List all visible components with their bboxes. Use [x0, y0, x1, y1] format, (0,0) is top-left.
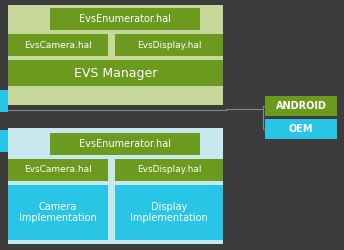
- Text: Camera
Implementation: Camera Implementation: [19, 202, 97, 223]
- Text: OEM: OEM: [289, 124, 313, 134]
- Text: EvsEnumerator.hal: EvsEnumerator.hal: [79, 14, 171, 24]
- Text: EvsDisplay.hal: EvsDisplay.hal: [137, 40, 201, 50]
- Text: ANDROID: ANDROID: [276, 101, 326, 111]
- Text: EVS Manager: EVS Manager: [74, 66, 157, 80]
- Bar: [8, 185, 108, 240]
- Bar: [0, 130, 8, 152]
- Bar: [8, 159, 108, 181]
- Bar: [115, 34, 223, 56]
- Text: EvsCamera.hal: EvsCamera.hal: [24, 40, 92, 50]
- Bar: [115, 159, 223, 181]
- Text: EvsDisplay.hal: EvsDisplay.hal: [137, 166, 201, 174]
- Bar: [50, 8, 200, 30]
- Text: EvsEnumerator.hal: EvsEnumerator.hal: [79, 139, 171, 149]
- Bar: [8, 34, 108, 56]
- Bar: [8, 60, 223, 86]
- Bar: [8, 128, 223, 244]
- Text: Display
Implementation: Display Implementation: [130, 202, 208, 223]
- Text: EvsCamera.hal: EvsCamera.hal: [24, 166, 92, 174]
- Bar: [115, 185, 223, 240]
- Bar: [50, 133, 200, 155]
- Bar: [265, 119, 337, 139]
- Bar: [0, 90, 8, 112]
- Bar: [8, 5, 223, 105]
- Bar: [265, 96, 337, 116]
